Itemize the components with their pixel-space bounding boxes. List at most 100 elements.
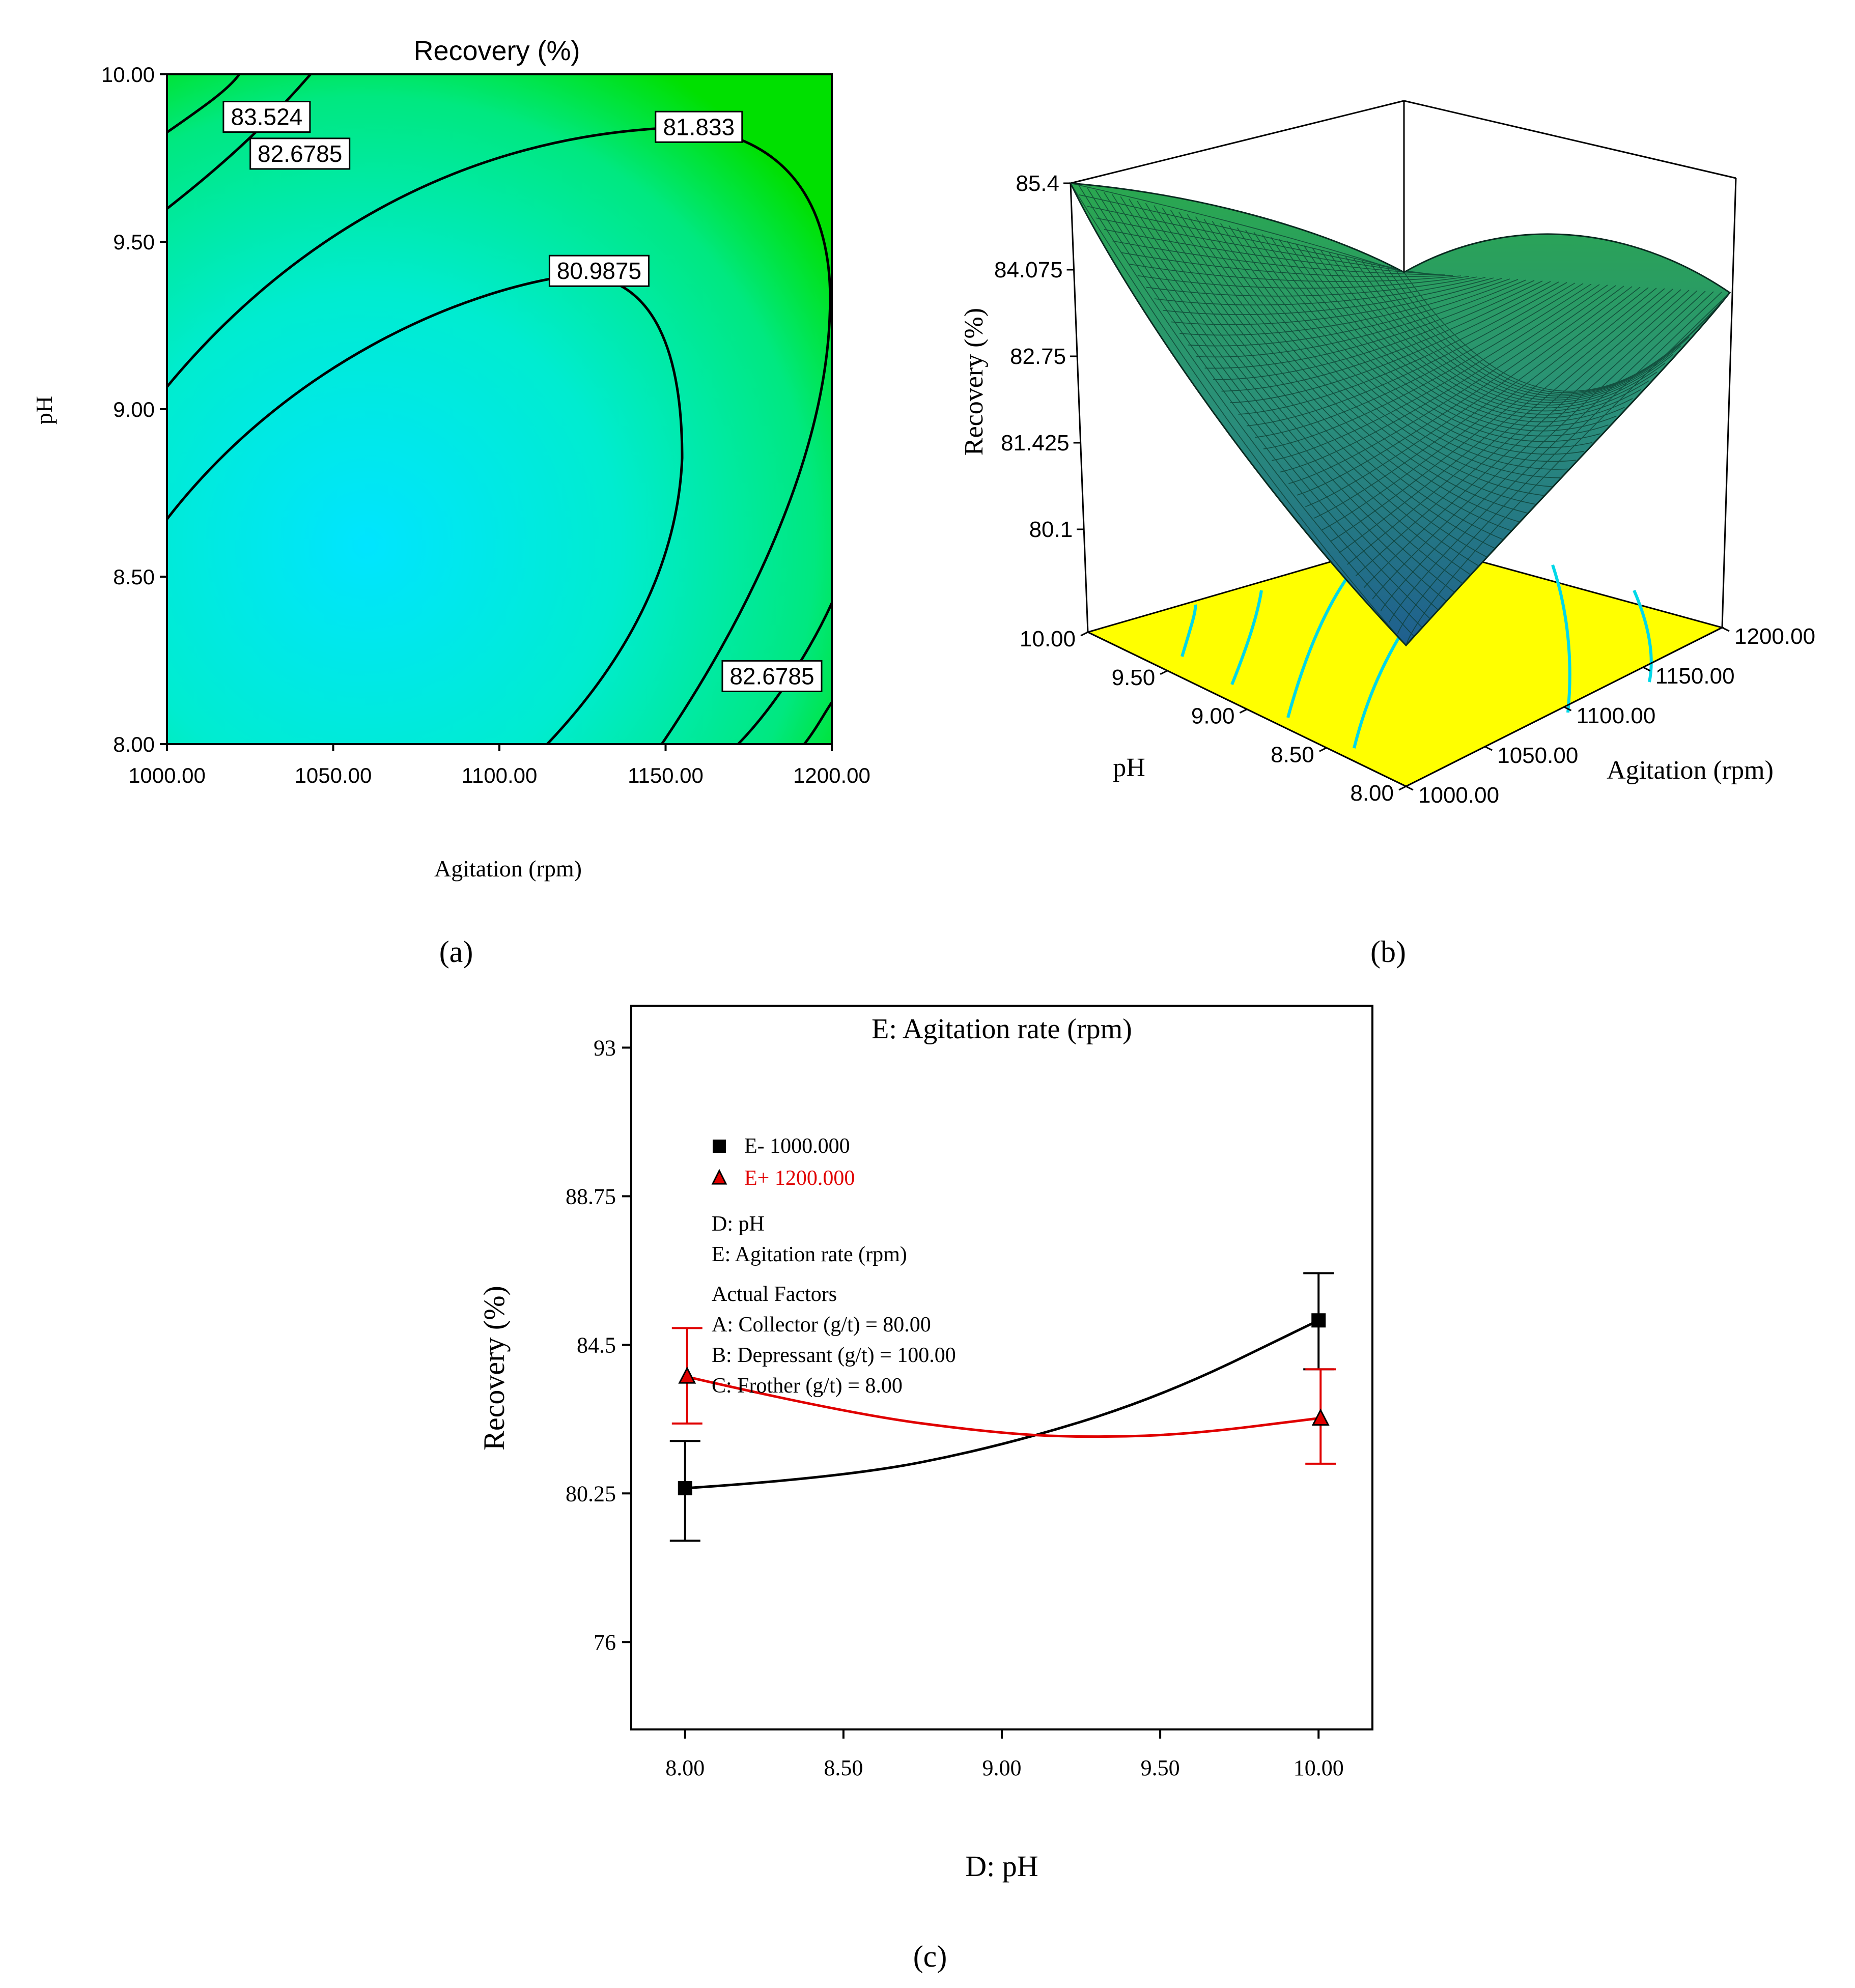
surface-x-tick-label: 1150.00: [1655, 664, 1735, 689]
interaction-y-tick-label: 84.5: [577, 1332, 616, 1357]
legend-entry-e-minus: E- 1000.000: [744, 1134, 850, 1158]
legend-marker-square: [713, 1140, 726, 1153]
surface-x-tick-label: 1100.00: [1577, 703, 1656, 728]
contour-y-tick-label: 8.50: [113, 565, 155, 589]
contour-label: 80.9875: [557, 258, 641, 284]
contour-fill: [167, 74, 832, 744]
interaction-x-tick-label: 8.50: [824, 1755, 863, 1780]
caption-a: (a): [439, 935, 473, 969]
surface-x-tick-label: 1050.00: [1497, 743, 1578, 768]
box-edge: [1070, 183, 1089, 633]
contour-x-axis-label: Agitation (rpm): [434, 856, 582, 882]
contour-line-81-833: [167, 126, 832, 744]
contour-x-tick-label: 1200.00: [793, 763, 870, 787]
interaction-x-tick-label: 9.00: [982, 1755, 1022, 1780]
interaction-x-axis-label: D: pH: [965, 1850, 1038, 1883]
surface-y-tick: [1319, 747, 1327, 752]
contour-x-tick-label: 1100.00: [462, 763, 538, 787]
contour-y-tick-label: 8.00: [113, 732, 155, 756]
contour-plot: Recovery (%) 83.524 82.6785 81.833 80.9875 8…: [31, 36, 870, 969]
contour-label-box: [655, 110, 743, 143]
contour-label-box: [548, 254, 650, 287]
factor-annotations: D: pH E: Agitation rate (rpm) Actual Facto…: [712, 1212, 956, 1398]
caption-c: (c): [913, 1940, 947, 1973]
data-point-triangle: [678, 1366, 696, 1384]
contour-label: 81.833: [663, 113, 735, 140]
interaction-x-tick-label: 10.00: [1294, 1755, 1344, 1780]
surface-y-tick-label: 9.50: [1112, 665, 1156, 690]
surface-x-tick-label: 1200.00: [1734, 624, 1815, 649]
surface-x-tick: [1484, 746, 1493, 751]
interaction-y-tick-label: 76: [594, 1630, 616, 1655]
annotation-line: A: Collector (g/t) = 80.00: [712, 1313, 931, 1337]
surface-y-tick-label: 8.00: [1350, 781, 1394, 806]
contour-x-tick-label: 1150.00: [628, 763, 704, 787]
caption-b: (b): [1370, 935, 1406, 969]
surface-x-tick: [1722, 627, 1730, 632]
legend-marker-triangle: [711, 1169, 727, 1185]
contour-label: 83.524: [231, 104, 303, 130]
surface-z-tick-label: 82.75: [1010, 344, 1066, 369]
surface-y-tick-label: 8.50: [1271, 742, 1314, 767]
interaction-y-tick-label: 80.25: [566, 1481, 616, 1506]
annotation-line: E: Agitation rate (rpm): [712, 1243, 907, 1266]
contour-label-box: [222, 101, 311, 133]
surface-y-tick: [1239, 708, 1248, 714]
box-edge: [1721, 178, 1737, 628]
data-point-triangle: [1311, 1408, 1330, 1426]
contour-line-80-9875: [167, 273, 684, 744]
surface-x-tick-label: 1000.00: [1418, 783, 1499, 808]
surface-y-tick-label: 9.00: [1191, 704, 1235, 729]
box-edge: [1070, 100, 1404, 184]
surface-mesh: [1071, 183, 1730, 645]
data-point-square: [678, 1481, 692, 1495]
surface-plot: 80.1 81.425 82.75 84.075 85.4 8.00 8.50 9.00 9.…: [960, 100, 1815, 969]
surface-y-tick: [1160, 670, 1168, 675]
surface-z-axis-label: Recovery (%): [960, 308, 989, 456]
surface-x-tick: [1406, 785, 1414, 791]
contour-x-tick-label: 1050.00: [295, 763, 372, 787]
interaction-y-tick-label: 88.75: [566, 1184, 616, 1209]
surface-x-tick: [1563, 706, 1572, 712]
interaction-y-tick-label: 93: [594, 1035, 616, 1060]
annotation-line: C: Frother (g/t) = 8.00: [712, 1374, 903, 1398]
surface-z-tick-label: 84.075: [994, 258, 1063, 282]
surface-x-tick: [1643, 666, 1651, 672]
contour-label-box: [721, 660, 823, 692]
data-point-square: [1311, 1313, 1326, 1328]
box-edge: [1403, 100, 1736, 179]
annotation-line: D: pH: [712, 1212, 765, 1236]
contour-y-axis-label: pH: [31, 396, 57, 424]
interaction-title: E: Agitation rate (rpm): [872, 1013, 1132, 1045]
contour-line-83-524: [167, 74, 241, 134]
legend-entry-e-plus: E+ 1200.000: [744, 1167, 855, 1190]
annotation-line: B: Depressant (g/t) = 100.00: [712, 1344, 956, 1367]
contour-y-tick-label: 9.00: [113, 397, 155, 421]
surface-y-tick: [1398, 785, 1407, 791]
series-curve-e-minus: [685, 1319, 1319, 1490]
contour-x-tick-label: 1000.00: [128, 763, 206, 787]
contour-y-tick-label: 10.00: [101, 63, 155, 87]
contour-title: Recovery (%): [413, 36, 580, 66]
surface-z-tick-label: 85.4: [1016, 171, 1059, 196]
contour-line-83-524-bottom: [803, 701, 832, 744]
interaction-x-tick-label: 9.50: [1141, 1755, 1180, 1780]
contour-y-tick-label: 9.50: [113, 230, 155, 254]
surface-y-tick: [1080, 631, 1088, 637]
interaction-x-tick-label: 8.00: [665, 1755, 705, 1780]
surface-x-axis-label: Agitation (rpm): [1607, 756, 1774, 785]
contour-label-box: [249, 137, 351, 170]
contour-line-82-6785-top: [167, 74, 312, 210]
series-curve-e-plus: [685, 1375, 1319, 1438]
surface-z-tick-label: 80.1: [1029, 517, 1073, 542]
response-surface: [1069, 182, 1731, 647]
contour-label: 82.6785: [258, 140, 342, 167]
contour-label: 82.6785: [729, 663, 814, 689]
interaction-plot: E: Agitation rate (rpm) 76 80.25 84.5 88.75…: [477, 1005, 1373, 1973]
surface-y-axis-label: pH: [1113, 753, 1145, 782]
legend: E- 1000.000 E+ 1200.000: [711, 1134, 855, 1190]
interaction-frame: [630, 1005, 1373, 1730]
annotation-line: Actual Factors: [712, 1283, 837, 1306]
surface-y-tick-label: 10.00: [1020, 627, 1076, 651]
